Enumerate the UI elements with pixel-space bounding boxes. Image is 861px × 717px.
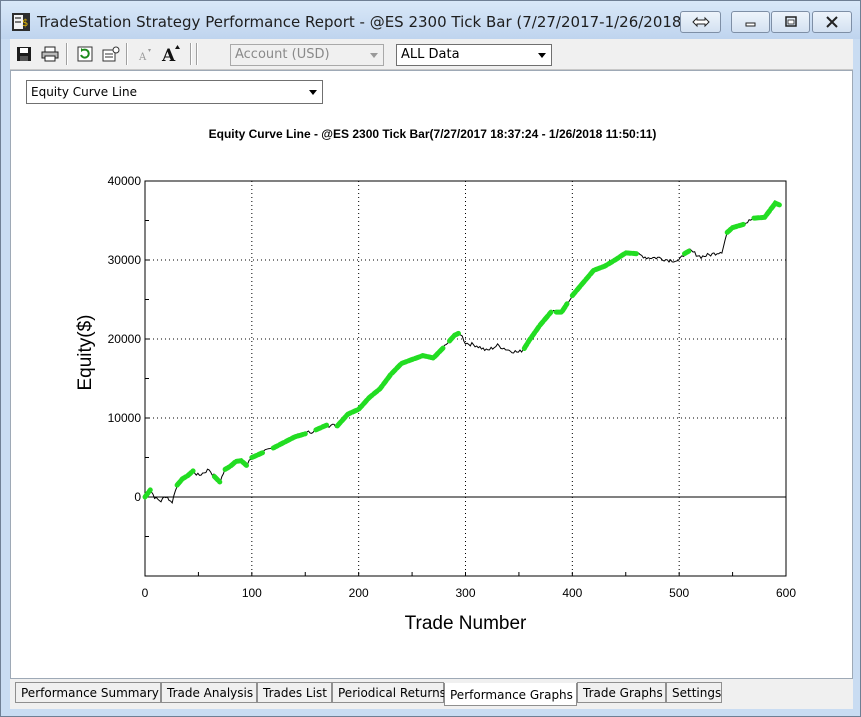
window-title: TradeStation Strategy Performance Report… <box>37 13 688 31</box>
x-tick-label: 600 <box>776 586 796 600</box>
y-tick-label: 0 <box>134 490 141 504</box>
graph-panel: Equity Curve Line - @ES 2300 Tick Bar(7/… <box>10 70 853 679</box>
minimize-icon <box>745 22 755 27</box>
chevron-down-icon <box>538 53 546 58</box>
y-tick-label: 10000 <box>108 411 142 425</box>
graph-type-select[interactable]: Equity Curve Line <box>26 80 323 104</box>
x-tick-label: 400 <box>562 586 582 600</box>
increase-font-button[interactable]: A <box>160 43 182 65</box>
x-axis-label: Trade Number <box>405 613 527 634</box>
equity-new-high-segment <box>249 450 265 460</box>
decrease-font-button[interactable]: A <box>134 43 156 65</box>
title-bar[interactable]: $ TradeStation Strategy Performance Repo… <box>1 1 860 39</box>
x-tick-label: 500 <box>669 586 689 600</box>
y-tick-label: 20000 <box>108 332 142 346</box>
increase-font-icon: A <box>161 45 180 64</box>
x-tick-label: 300 <box>455 586 475 600</box>
maximize-icon <box>784 16 797 27</box>
tab-trade-analysis[interactable]: Trade Analysis <box>161 682 257 703</box>
equity-new-high-segment <box>447 330 463 344</box>
restore-size-button[interactable] <box>680 11 721 33</box>
tab-trade-graphs[interactable]: Trade Graphs <box>577 682 666 703</box>
close-button[interactable] <box>812 11 852 33</box>
equity-new-high-segment <box>682 248 693 257</box>
equity-new-high-segment <box>270 431 308 451</box>
equity-new-high-segment <box>313 422 330 433</box>
equity-new-high-segment <box>222 458 249 472</box>
decrease-font-icon: A <box>138 49 151 63</box>
plot-area <box>144 180 787 577</box>
tab-periodical-returns[interactable]: Periodical Returns <box>332 682 446 703</box>
svg-text:A: A <box>138 52 147 63</box>
data-range-select[interactable]: ALL Data <box>396 44 552 66</box>
toolbar: A A Account (USD) ALL Data <box>10 39 853 70</box>
x-tick-label: 200 <box>349 586 369 600</box>
y-axis-label: Equity($) <box>75 314 96 390</box>
minimize-button[interactable] <box>731 11 770 33</box>
close-icon <box>826 16 838 28</box>
equity-curve-chart: Equity Curve Line - @ES 2300 Tick Bar(7/… <box>75 127 796 634</box>
tab-performance-summary[interactable]: Performance Summary <box>15 682 161 703</box>
app-icon: $ <box>12 13 30 31</box>
equity-new-high-segment <box>724 221 746 235</box>
y-tick-label: 40000 <box>108 174 142 188</box>
data-range-select-value: ALL Data <box>401 47 460 62</box>
save-button[interactable] <box>13 43 35 65</box>
resize-arrows-icon <box>691 16 710 28</box>
toolbar-separator <box>126 43 127 65</box>
chevron-down-icon <box>370 53 378 58</box>
toolbar-separator <box>190 43 191 65</box>
equity-new-high-segment <box>142 487 153 500</box>
equity-new-high-segment <box>569 250 639 299</box>
print-icon <box>41 46 59 62</box>
tab-trades-list[interactable]: Trades List <box>257 682 332 703</box>
properties-icon <box>102 46 120 62</box>
toolbar-separator <box>196 43 197 65</box>
refresh-icon <box>77 46 93 62</box>
equity-new-high-segment <box>521 309 554 351</box>
equity-new-high-segment <box>174 468 196 488</box>
svg-text:A: A <box>161 46 176 64</box>
x-tick-label: 100 <box>242 586 262 600</box>
save-icon <box>17 47 31 61</box>
equity-new-high-segment <box>211 474 223 485</box>
properties-button[interactable] <box>100 43 122 65</box>
equity-new-high-segment <box>751 200 784 221</box>
chart-title: Equity Curve Line - @ES 2300 Tick Bar(7/… <box>209 127 657 141</box>
account-select-value: Account (USD) <box>235 47 330 62</box>
toolbar-separator <box>66 43 67 65</box>
report-tabs: Performance Summary Trade Analysis Trades … <box>10 679 853 709</box>
equity-new-high-segment <box>334 344 447 429</box>
tab-performance-graphs[interactable]: Performance Graphs <box>444 683 577 706</box>
maximize-button[interactable] <box>771 11 810 33</box>
account-select[interactable]: Account (USD) <box>230 44 384 66</box>
equity-new-high-segment <box>553 301 570 315</box>
x-tick-label: 0 <box>142 586 149 600</box>
chevron-down-icon <box>309 90 317 95</box>
y-tick-label: 30000 <box>108 253 142 267</box>
svg-text:$: $ <box>22 18 28 29</box>
graph-type-select-value: Equity Curve Line <box>31 85 137 99</box>
refresh-button[interactable] <box>74 43 96 65</box>
print-button[interactable] <box>39 43 61 65</box>
tab-settings[interactable]: Settings <box>666 682 722 703</box>
